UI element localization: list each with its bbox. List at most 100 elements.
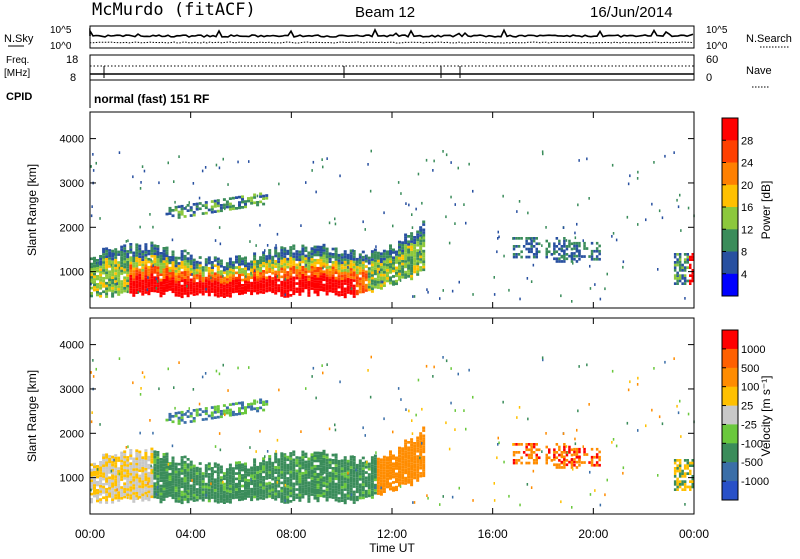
power-cell xyxy=(153,289,157,293)
power-cell xyxy=(364,283,368,287)
power-cell xyxy=(340,280,344,283)
power-cell xyxy=(162,247,166,250)
power-cell xyxy=(364,259,368,263)
velocity-cell xyxy=(337,473,341,476)
velocity-cell xyxy=(144,465,148,468)
velocity-cell xyxy=(216,474,220,477)
velocity-cell xyxy=(382,479,386,483)
velocity-cell xyxy=(147,479,151,483)
velocity-cell xyxy=(512,443,516,446)
power-cell xyxy=(283,281,287,285)
velocity-cell xyxy=(271,469,275,473)
power-cell xyxy=(241,260,244,263)
velocity-cell xyxy=(138,482,142,486)
velocity-cell xyxy=(231,485,235,489)
power-cell xyxy=(165,283,169,287)
velocity-cell xyxy=(108,463,112,466)
velocity-cell xyxy=(274,479,278,482)
power-cell xyxy=(573,257,576,261)
velocity-cell xyxy=(298,477,302,481)
velocity-cell xyxy=(171,459,175,462)
velocity-cell xyxy=(413,455,417,458)
power-cell xyxy=(337,272,341,276)
velocity-cell xyxy=(280,492,284,495)
velocity-cell xyxy=(92,359,94,362)
power-cell xyxy=(210,271,214,275)
power-cell xyxy=(129,285,133,289)
velocity-cell xyxy=(213,405,217,409)
velocity-cell xyxy=(289,465,293,469)
power-cell xyxy=(204,201,208,204)
power-cell xyxy=(153,271,157,274)
velocity-cell xyxy=(262,408,266,412)
power-cell xyxy=(165,246,169,250)
power-cell xyxy=(198,266,202,270)
power-cell xyxy=(319,275,323,278)
velocity-cell xyxy=(352,464,356,467)
power-cell xyxy=(313,245,317,249)
velocity-cell xyxy=(174,478,178,482)
power-cell xyxy=(102,250,106,254)
velocity-cell xyxy=(207,465,211,468)
velocity-cell xyxy=(520,461,523,465)
velocity-cell xyxy=(198,472,202,476)
power-cell xyxy=(401,246,405,250)
velocity-cell xyxy=(316,472,320,476)
power-cell xyxy=(159,273,163,276)
velocity-cell xyxy=(262,457,266,460)
velocity-cell xyxy=(307,462,311,466)
power-cell xyxy=(138,260,142,264)
velocity-cell xyxy=(241,476,244,480)
velocity-cell xyxy=(219,448,222,452)
power-cell xyxy=(307,254,311,257)
velocity-cell xyxy=(183,482,187,485)
velocity-cell xyxy=(228,490,232,493)
velocity-cell xyxy=(405,408,407,411)
power-cell xyxy=(361,269,365,272)
velocity-cell xyxy=(563,455,566,459)
velocity-cell xyxy=(132,465,136,469)
velocity-cell xyxy=(535,453,538,457)
velocity-cell xyxy=(361,461,365,465)
velocity-cell xyxy=(512,443,514,446)
velocity-cell xyxy=(159,495,163,498)
velocity-cell xyxy=(289,454,293,458)
power-cell xyxy=(93,267,96,271)
velocity-cell xyxy=(114,491,118,495)
velocity-cell xyxy=(117,456,121,460)
power-cell xyxy=(90,276,93,279)
velocity-cell xyxy=(568,451,571,454)
velocity-cell xyxy=(286,490,290,494)
velocity-cell xyxy=(588,403,590,406)
power-cell xyxy=(322,289,326,292)
velocity-cell xyxy=(683,488,687,491)
velocity-cell xyxy=(105,456,109,459)
velocity-cell xyxy=(135,489,139,492)
power-cell xyxy=(522,245,526,248)
velocity-cell xyxy=(370,477,374,481)
power-cell xyxy=(525,239,528,243)
power-cell xyxy=(195,274,199,277)
velocity-cell xyxy=(129,467,133,471)
velocity-cell xyxy=(322,479,326,482)
velocity-cell xyxy=(238,498,241,502)
velocity-cell xyxy=(153,453,157,456)
velocity-cell xyxy=(416,455,420,458)
velocity-cell xyxy=(280,476,284,479)
velocity-cell xyxy=(247,492,250,496)
power-cell xyxy=(247,197,250,200)
velocity-cell xyxy=(271,485,275,489)
velocity-cell xyxy=(322,452,326,456)
power-cell xyxy=(102,263,106,267)
velocity-cell xyxy=(555,463,559,467)
velocity-cell xyxy=(379,471,383,475)
power-cell xyxy=(419,250,421,254)
velocity-cell xyxy=(417,378,420,382)
velocity-cell xyxy=(268,481,272,485)
velocity-cell xyxy=(530,451,533,454)
power-cell xyxy=(129,266,133,270)
power-cell xyxy=(204,276,208,280)
power-cell xyxy=(416,259,420,263)
velocity-cell xyxy=(156,451,160,454)
power-cell xyxy=(512,245,516,248)
